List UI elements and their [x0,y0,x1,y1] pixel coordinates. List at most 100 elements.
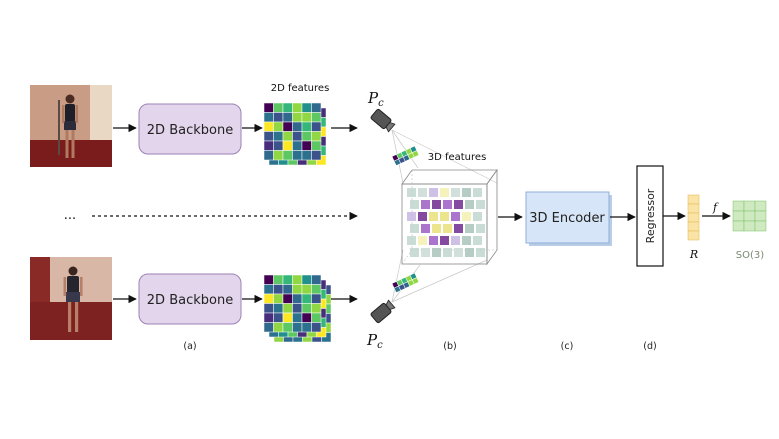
projected-feature-strip-top [391,145,420,166]
feature-cell [263,303,274,314]
voxel [410,200,419,209]
feature-cell [273,121,284,132]
feature-cell [292,131,303,142]
voxel [440,212,449,221]
feature-cell [311,150,322,161]
voxel [451,212,460,221]
feature-cell [263,293,274,304]
feature-cell [301,121,312,132]
voxel [443,224,452,233]
feature-cell [292,274,303,285]
feature-cell [301,131,312,142]
backbone-box-bottom [138,273,242,325]
feature-cell [282,121,293,132]
feature-cell [282,303,293,314]
so3-label: SO(3) [736,250,764,261]
voxel [451,188,460,197]
stage-label-d: (d) [643,341,656,352]
voxel [473,236,482,245]
voxel [407,188,416,197]
so3-cell [732,210,745,222]
feature-cell [311,102,322,113]
feature-map-stack-bottom [263,274,332,343]
voxel [440,188,449,197]
feature-cell [263,150,274,161]
feature-cell [301,274,312,285]
so3-cell [732,200,745,212]
voxel [476,200,485,209]
so3-cell [743,200,756,212]
stage-label-b: (b) [443,341,456,352]
so3-cell [743,220,756,232]
voxel [462,212,471,221]
feature-cell [301,312,312,323]
voxel [410,224,419,233]
camera-label-bottom: Pc [366,331,383,351]
feature-cell [292,140,303,151]
feature-cell [273,102,284,113]
features-3d-title: 3D features [428,152,487,163]
features-2d-title: 2D features [271,83,330,94]
regressor-box [636,165,664,267]
feature-cell [292,150,303,161]
feature-cell [282,284,293,295]
voxel [429,236,438,245]
feature-cell [263,131,274,142]
so3-cell [743,210,756,222]
feature-cell [301,112,312,123]
feature-map-stack-top [263,102,327,166]
voxel [418,236,427,245]
voxel [451,236,460,245]
voxel [465,248,474,257]
feature-cell [301,150,312,161]
f-label: f [712,201,719,214]
backbone-label-bottom: 2D Backbone [147,293,233,308]
feature-cell [282,102,293,113]
feature-cell [273,303,284,314]
voxel [407,212,416,221]
voxel [443,248,452,257]
camera-icon-top [370,108,396,133]
feature-cell [311,112,322,123]
voxel [421,224,430,233]
feature-cell [282,293,293,304]
feature-cell [292,303,303,314]
feature-cell [263,284,274,295]
voxel [432,224,441,233]
encoder-box [525,191,612,246]
feature-cell [311,312,322,323]
voxel [418,188,427,197]
voxel [454,224,463,233]
stage-label-a: (a) [183,341,196,352]
feature-cell [273,322,284,333]
r-vector [687,194,700,241]
so3-cell [732,220,745,232]
voxel [407,236,416,245]
voxel [421,200,430,209]
voxel [429,188,438,197]
feature-cell [311,322,322,333]
so3-cell [754,210,767,222]
voxel [476,248,485,257]
feature-cell [311,274,322,285]
r-cell [687,230,700,241]
voxel [421,248,430,257]
r-cell [687,221,700,232]
feature-cell [282,312,293,323]
voxel [454,200,463,209]
r-label: R [689,248,698,261]
feature-cell [301,322,312,333]
feature-cell [273,284,284,295]
camera-label-top: Pc [367,89,384,109]
feature-cell [282,112,293,123]
voxel [443,200,452,209]
feature-cell [292,284,303,295]
feature-cell [311,121,322,132]
feature-cell [292,112,303,123]
stage-label-c: (c) [561,341,574,352]
feature-cell [273,150,284,161]
feature-cell [292,312,303,323]
r-cell [687,212,700,223]
feature-cell [282,150,293,161]
